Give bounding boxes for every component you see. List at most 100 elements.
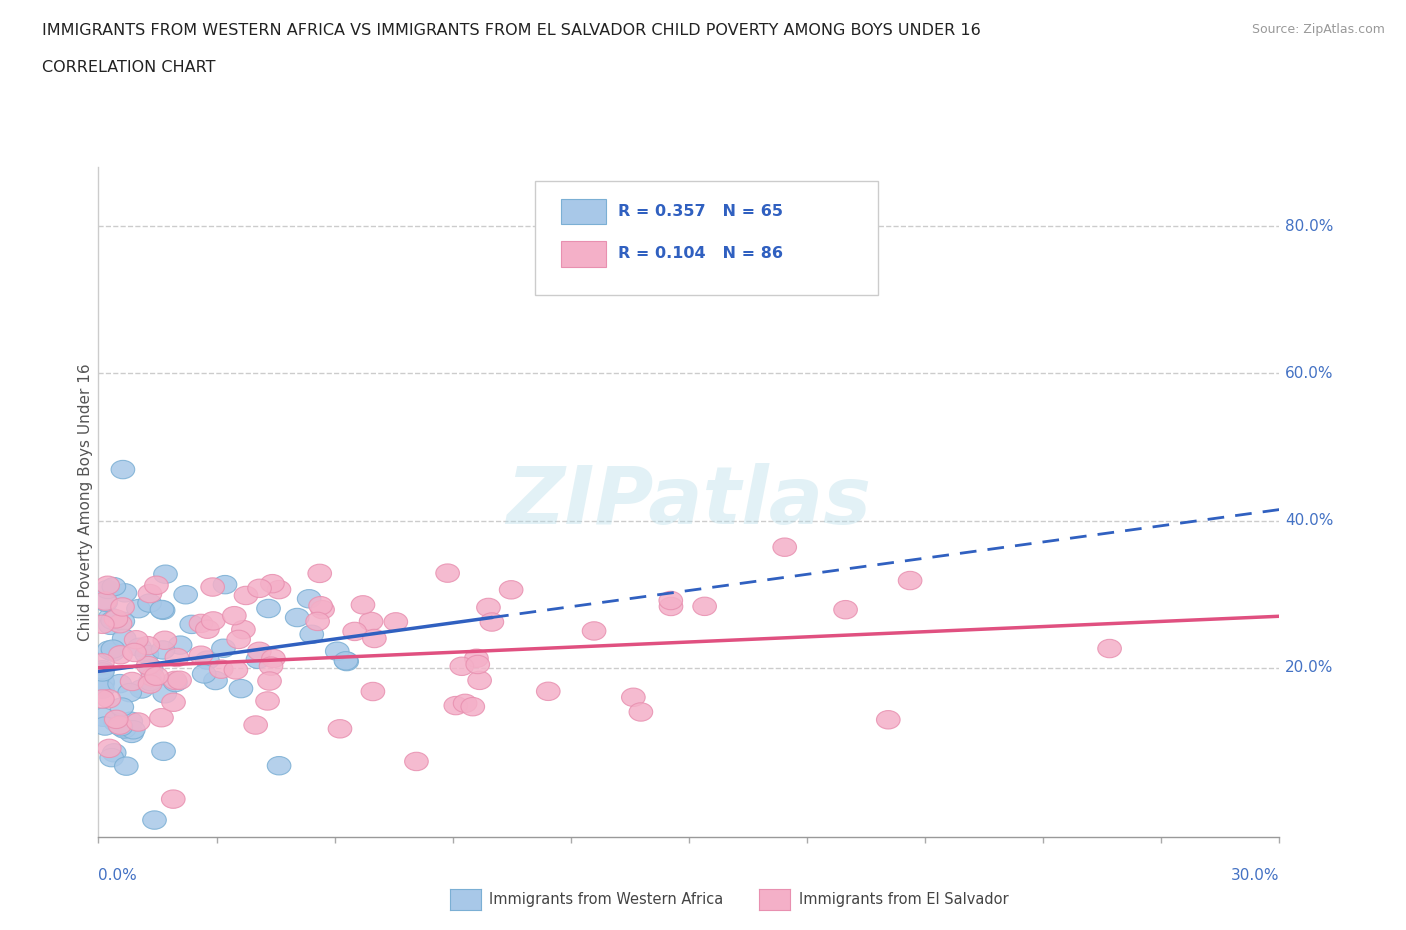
Ellipse shape <box>103 744 127 762</box>
Ellipse shape <box>226 631 250 648</box>
Ellipse shape <box>898 571 922 590</box>
Ellipse shape <box>152 601 174 619</box>
Ellipse shape <box>163 673 187 692</box>
Ellipse shape <box>120 712 142 730</box>
Ellipse shape <box>167 671 191 689</box>
Ellipse shape <box>150 601 174 618</box>
Ellipse shape <box>111 612 135 631</box>
Ellipse shape <box>246 650 270 669</box>
Ellipse shape <box>122 644 146 661</box>
Text: IMMIGRANTS FROM WESTERN AFRICA VS IMMIGRANTS FROM EL SALVADOR CHILD POVERTY AMON: IMMIGRANTS FROM WESTERN AFRICA VS IMMIGR… <box>42 23 981 38</box>
Ellipse shape <box>103 578 125 596</box>
Ellipse shape <box>257 671 281 690</box>
Ellipse shape <box>90 654 114 672</box>
Ellipse shape <box>299 625 323 644</box>
Ellipse shape <box>267 756 291 775</box>
Text: 60.0%: 60.0% <box>1285 365 1334 381</box>
Ellipse shape <box>537 682 560 700</box>
Ellipse shape <box>834 601 858 618</box>
Text: 30.0%: 30.0% <box>1232 868 1279 883</box>
Ellipse shape <box>121 721 145 739</box>
Ellipse shape <box>384 613 408 631</box>
Ellipse shape <box>145 576 169 594</box>
Ellipse shape <box>91 674 114 692</box>
Ellipse shape <box>361 683 385 700</box>
Ellipse shape <box>659 597 683 616</box>
Ellipse shape <box>311 601 335 618</box>
Ellipse shape <box>97 739 121 758</box>
Ellipse shape <box>773 538 797 556</box>
Ellipse shape <box>124 631 148 649</box>
Ellipse shape <box>127 712 150 731</box>
Ellipse shape <box>477 598 501 617</box>
Ellipse shape <box>136 636 159 655</box>
Ellipse shape <box>659 591 682 610</box>
Ellipse shape <box>90 615 114 633</box>
Ellipse shape <box>229 680 253 698</box>
Ellipse shape <box>127 600 150 618</box>
Ellipse shape <box>190 646 212 664</box>
Ellipse shape <box>360 612 382 631</box>
Ellipse shape <box>149 709 173 727</box>
Ellipse shape <box>195 651 219 670</box>
Ellipse shape <box>104 712 127 731</box>
Ellipse shape <box>153 565 177 583</box>
Ellipse shape <box>162 790 186 808</box>
Ellipse shape <box>101 640 125 658</box>
Ellipse shape <box>112 630 136 647</box>
Text: 0.0%: 0.0% <box>98 868 138 883</box>
Ellipse shape <box>90 660 114 679</box>
Ellipse shape <box>90 680 114 698</box>
Ellipse shape <box>108 615 132 633</box>
Ellipse shape <box>325 642 349 660</box>
Ellipse shape <box>195 620 219 638</box>
Ellipse shape <box>165 648 188 667</box>
Ellipse shape <box>138 675 162 694</box>
Ellipse shape <box>257 599 280 618</box>
Ellipse shape <box>128 638 152 657</box>
Ellipse shape <box>111 598 135 617</box>
Ellipse shape <box>285 608 309 627</box>
Ellipse shape <box>212 639 235 658</box>
Ellipse shape <box>405 752 429 771</box>
Ellipse shape <box>108 716 132 735</box>
Ellipse shape <box>139 672 162 691</box>
Ellipse shape <box>235 586 257 604</box>
Ellipse shape <box>247 642 271 660</box>
Ellipse shape <box>247 579 271 597</box>
Ellipse shape <box>453 694 477 712</box>
Ellipse shape <box>152 742 176 761</box>
Ellipse shape <box>118 684 142 702</box>
Ellipse shape <box>343 622 367 641</box>
Ellipse shape <box>163 671 187 689</box>
FancyBboxPatch shape <box>561 199 606 224</box>
Ellipse shape <box>139 659 163 678</box>
Ellipse shape <box>352 595 375 614</box>
Ellipse shape <box>224 660 247 679</box>
Ellipse shape <box>98 608 122 626</box>
Ellipse shape <box>444 697 468 715</box>
Ellipse shape <box>97 689 121 708</box>
Ellipse shape <box>204 671 228 690</box>
Text: 20.0%: 20.0% <box>1285 660 1334 675</box>
Text: Immigrants from El Salvador: Immigrants from El Salvador <box>799 892 1008 907</box>
Text: 40.0%: 40.0% <box>1285 513 1334 528</box>
Ellipse shape <box>232 620 256 639</box>
Ellipse shape <box>138 584 162 603</box>
Text: Immigrants from Western Africa: Immigrants from Western Africa <box>489 892 724 907</box>
Ellipse shape <box>141 668 165 686</box>
Ellipse shape <box>363 630 387 647</box>
Ellipse shape <box>93 717 117 736</box>
Ellipse shape <box>628 703 652 721</box>
Ellipse shape <box>259 657 283 675</box>
Ellipse shape <box>193 665 217 684</box>
Y-axis label: Child Poverty Among Boys Under 16: Child Poverty Among Boys Under 16 <box>77 364 93 641</box>
Ellipse shape <box>479 613 503 631</box>
Ellipse shape <box>461 698 485 716</box>
Ellipse shape <box>104 711 128 728</box>
Ellipse shape <box>876 711 900 729</box>
Ellipse shape <box>121 672 143 691</box>
Text: CORRELATION CHART: CORRELATION CHART <box>42 60 215 75</box>
Ellipse shape <box>335 652 359 671</box>
Ellipse shape <box>1098 639 1122 658</box>
